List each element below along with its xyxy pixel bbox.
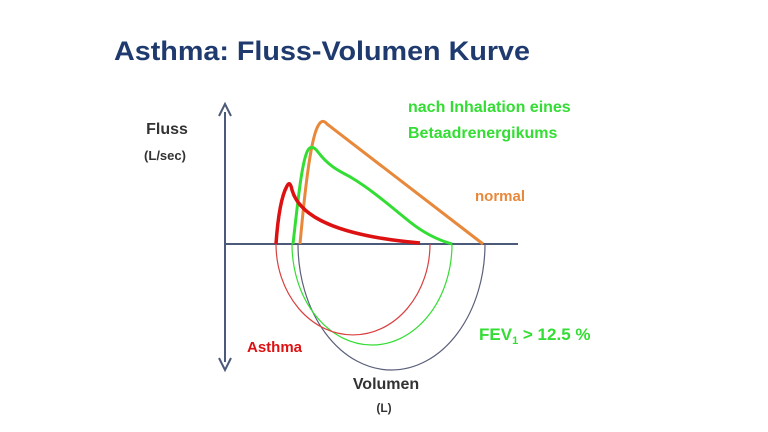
asthma-label: Asthma — [247, 339, 303, 356]
normal-expiration — [298, 119, 484, 246]
y-axis-label: Fluss — [146, 121, 188, 138]
x-axis-label: Volumen — [353, 376, 419, 393]
inhalation-note: Betaadrenergikums — [408, 125, 557, 142]
asthma-inspiration — [275, 243, 431, 336]
treated-expiration — [291, 145, 453, 246]
treated-inspiration — [291, 243, 453, 346]
arrow-down — [218, 357, 232, 373]
normal-inspiration — [297, 243, 486, 371]
x-axis-unit: (L) — [376, 401, 391, 415]
arrow-up — [218, 101, 232, 117]
inhalation-note: nach Inhalation eines — [408, 99, 571, 116]
fev-subscript: 1 — [512, 335, 518, 347]
fev-base: FEV — [479, 325, 513, 344]
axes — [218, 101, 518, 373]
y-axis-unit: (L/sec) — [144, 148, 186, 163]
asthma-expiration — [274, 182, 421, 245]
fev-label: FEV1 > 12.5 % — [479, 325, 591, 347]
normal-label: normal — [475, 188, 525, 205]
title: Asthma: Fluss-Volumen Kurve — [114, 36, 530, 66]
fev-rest: > 12.5 % — [518, 325, 590, 344]
